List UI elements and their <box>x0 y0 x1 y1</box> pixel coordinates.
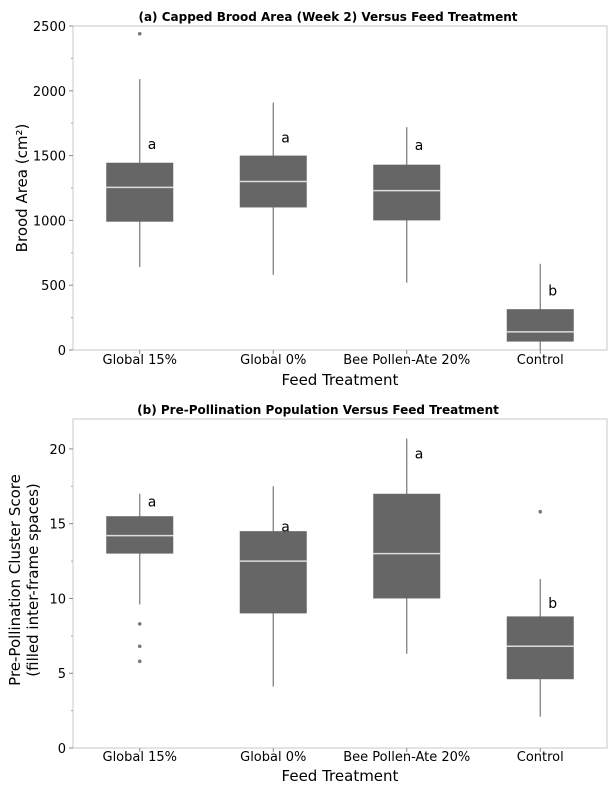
panel-a-significance-letter: a <box>148 137 157 153</box>
panel-a-box-3: a <box>373 127 441 283</box>
panel-b-box-body <box>239 531 307 614</box>
panel-a-box-4: b <box>506 263 574 350</box>
panel-a-box-2: a <box>239 102 307 275</box>
panel-b-y-axis-label-line1: Pre-Pollination Cluster Score <box>6 474 24 686</box>
panel-b-significance-letter: a <box>281 520 290 536</box>
panel-a-y-tick-label: 1000 <box>33 214 66 229</box>
panel-b-box-1: a <box>106 493 174 664</box>
panel-a-x-axis-label: Feed Treatment <box>282 371 399 389</box>
panel-b-outlier-point <box>538 509 543 514</box>
panel-a-title: (a) Capped Brood Area (Week 2) Versus Fe… <box>138 10 517 24</box>
panel-b-y-axis-label-line2: (filled inter-frame spaces) <box>24 483 42 676</box>
panel-b-x-axis-label: Feed Treatment <box>282 767 399 785</box>
panel-a-x-tick-label: Global 15% <box>103 353 178 368</box>
panel-a-y-tick-label: 2500 <box>33 20 66 35</box>
panel-a-y-axis-label: Brood Area (cm²) <box>13 124 31 253</box>
panel-a-x-tick-label: Bee Pollen-Ate 20% <box>343 353 470 368</box>
panel-a-y-tick-label: 0 <box>58 344 66 359</box>
panel-b-outlier-point <box>137 659 142 664</box>
panel-a-box-body <box>373 164 441 221</box>
panel-a-chart: (a) Capped Brood Area (Week 2) Versus Fe… <box>13 10 608 389</box>
panel-a-y-tick-label: 2000 <box>33 85 66 100</box>
panel-b-x-tick-label: Control <box>517 750 564 765</box>
panel-b-outlier-point <box>137 644 142 649</box>
panel-b-y-tick-label: 15 <box>49 518 66 533</box>
panel-b-frame <box>72 418 608 749</box>
panel-b-box-3: a <box>373 438 441 654</box>
panel-a-x-tick-label: Control <box>517 353 564 368</box>
panel-a-outlier-point <box>137 31 142 36</box>
panel-a-significance-letter: a <box>281 130 290 146</box>
panel-a-y-tick-label: 1500 <box>33 150 66 165</box>
panel-b-box-body <box>373 493 441 599</box>
panel-b-box-2: a <box>239 486 307 687</box>
panel-b-x-tick-label: Global 0% <box>240 750 306 765</box>
panel-b-significance-letter: a <box>415 446 424 462</box>
panel-b-y-tick-label: 0 <box>58 742 66 757</box>
panel-a-x-tick-label: Global 0% <box>240 353 306 368</box>
panel-b-outlier-point <box>137 622 142 626</box>
panel-b-y-tick-label: 20 <box>49 443 66 458</box>
panel-a-significance-letter: a <box>415 138 424 154</box>
panel-b-box-4: b <box>506 509 574 717</box>
panel-b-significance-letter: b <box>548 596 557 612</box>
panel-a-significance-letter: b <box>548 283 557 299</box>
panel-b-chart: (b) Pre-Pollination Population Versus Fe… <box>6 403 608 785</box>
panel-a-y-tick-label: 500 <box>41 279 66 294</box>
panel-b-significance-letter: a <box>148 494 157 510</box>
panel-b-box-body <box>506 616 574 680</box>
panel-a-box-body <box>506 309 574 342</box>
panel-b-x-tick-label: Global 15% <box>103 750 178 765</box>
panel-b-title: (b) Pre-Pollination Population Versus Fe… <box>137 403 499 417</box>
panel-b-y-tick-label: 10 <box>49 592 66 607</box>
panel-a-box-body <box>106 162 174 222</box>
panel-b-y-tick-label: 5 <box>58 667 66 682</box>
panel-a-box-1: a <box>106 31 174 268</box>
panel-b-x-tick-label: Bee Pollen-Ate 20% <box>343 750 470 765</box>
